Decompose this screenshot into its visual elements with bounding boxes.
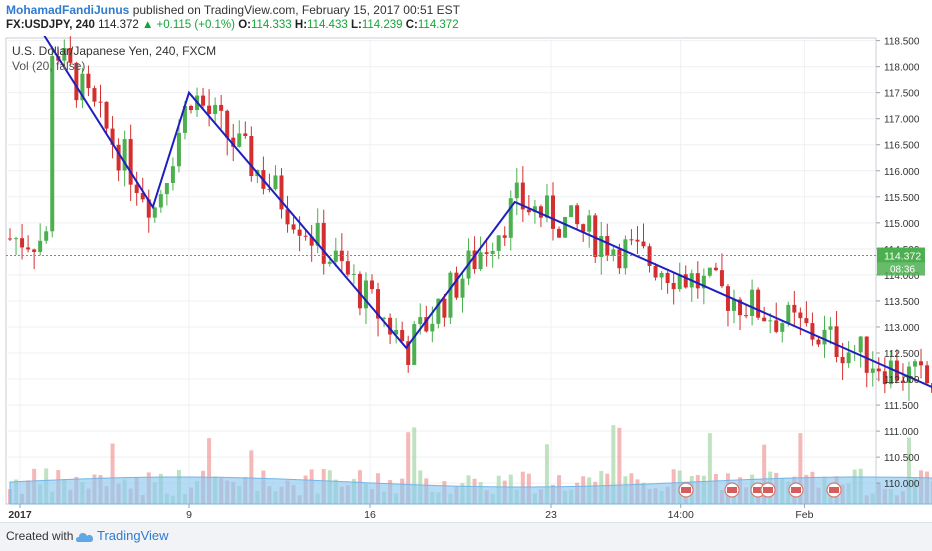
- time-tick-label: 14:00: [668, 509, 694, 521]
- price-tick-label: 118.500: [884, 37, 920, 48]
- current-price-badge: [877, 247, 925, 263]
- price-tick-label: 113.000: [884, 323, 920, 334]
- high-value: 114.433: [307, 19, 348, 31]
- price-tick-label: 117.500: [884, 89, 920, 100]
- zigzag-pattern[interactable]: [43, 34, 932, 395]
- created-with-label: Created with: [6, 529, 74, 543]
- plot-frame: [5, 37, 877, 505]
- economic-events[interactable]: [678, 482, 842, 498]
- candles: [8, 36, 932, 401]
- chart-area[interactable]: 118.500 118.000 117.500 117.000 116.500 116.0…: [0, 34, 932, 527]
- price-tick-label: 116.500: [884, 141, 920, 152]
- tradingview-logo[interactable]: TradingView: [76, 528, 169, 543]
- open-value: 114.333: [250, 19, 292, 31]
- ohlc-legend: FX:USDJPY, 240 114.372 ▲ +0.115 (+0.1%) …: [6, 19, 459, 31]
- low-value: 114.239: [361, 19, 403, 31]
- price-tick-label: 111.500: [884, 401, 919, 412]
- footer: Created with TradingView: [0, 522, 932, 551]
- price-tick-label: 116.000: [884, 167, 920, 178]
- time-tick-label: Feb: [795, 509, 813, 521]
- low-label: L:: [350, 19, 362, 31]
- price-tick-label: 112.000: [884, 375, 920, 386]
- price-axis[interactable]: 118.500 118.000 117.500 117.000 116.500 116.0…: [876, 37, 920, 491]
- time-tick-label: 23: [545, 509, 557, 521]
- author-link[interactable]: MohamadFandiJunus: [6, 3, 130, 17]
- countdown-text: 08:36: [890, 265, 915, 276]
- grid: [6, 38, 876, 504]
- chart-header: MohamadFandiJunus published on TradingVi…: [0, 0, 932, 36]
- price-tick-label: 117.000: [884, 115, 920, 126]
- price-tick-label: 115.500: [884, 193, 920, 204]
- close-label: C:: [405, 19, 418, 31]
- time-tick-label: 9: [186, 509, 192, 521]
- time-tick-label: 2017: [8, 509, 32, 521]
- price-chart[interactable]: 118.500 118.000 117.500 117.000 116.500 116.0…: [0, 34, 932, 522]
- price-tick-label: 118.000: [884, 63, 920, 74]
- price-tick-label: 111.000: [884, 427, 919, 438]
- published-text: published on TradingView.com, February 1…: [132, 3, 461, 17]
- indicator-label[interactable]: Vol (20, false): [12, 59, 85, 73]
- price-tick-label: 110.000: [884, 479, 920, 490]
- open-label: O:: [238, 19, 251, 31]
- time-tick-label: 16: [364, 509, 376, 521]
- close-value: 114.372: [417, 19, 459, 31]
- chart-title: U.S. Dollar/Japanese Yen, 240, FXCM: [12, 44, 216, 58]
- price-tick-label: 115.000: [884, 219, 920, 230]
- price-tick-label: 112.500: [884, 349, 920, 360]
- high-label: H:: [294, 19, 308, 31]
- symbol-label: FX:USDJPY, 240: [6, 19, 95, 31]
- tradingview-brand: TradingView: [97, 528, 169, 543]
- volume-ma-area: [9, 476, 932, 505]
- price-tick-label: 113.500: [884, 297, 920, 308]
- price-tick-label: 114.000: [884, 271, 920, 282]
- publish-info: MohamadFandiJunus published on TradingVi…: [6, 3, 460, 17]
- countdown-badge: [877, 262, 925, 276]
- price-tick-label: 110.500: [884, 453, 920, 464]
- current-price-text: 114.372: [884, 251, 921, 263]
- tradingview-cloud-icon: [76, 533, 93, 542]
- last-price: 114.372: [98, 19, 139, 31]
- price-change: ▲ +0.115 (+0.1%): [141, 19, 235, 31]
